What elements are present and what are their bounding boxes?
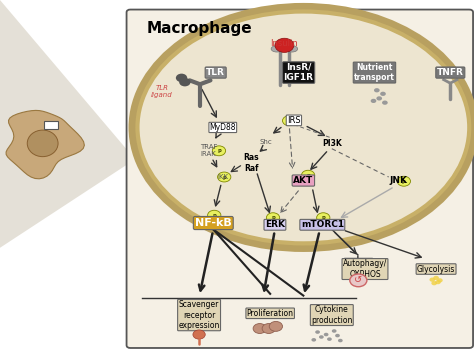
Circle shape — [429, 278, 435, 282]
Text: InsR/
IGF1R: InsR/ IGF1R — [283, 63, 314, 82]
Circle shape — [176, 74, 187, 82]
Circle shape — [311, 338, 316, 342]
Circle shape — [433, 276, 439, 280]
Circle shape — [301, 170, 315, 180]
Ellipse shape — [137, 11, 469, 244]
Circle shape — [212, 146, 226, 156]
Circle shape — [380, 92, 386, 96]
Circle shape — [335, 334, 340, 337]
Circle shape — [218, 172, 231, 182]
Text: Insulin: Insulin — [271, 39, 298, 48]
Circle shape — [338, 339, 343, 342]
Text: p: p — [271, 215, 275, 220]
Text: TLR
ligand: TLR ligand — [151, 85, 173, 98]
Circle shape — [437, 278, 443, 282]
Circle shape — [327, 337, 332, 341]
Circle shape — [253, 324, 266, 333]
Circle shape — [269, 321, 283, 331]
Text: AKT: AKT — [293, 176, 313, 185]
Text: TNFR: TNFR — [437, 68, 464, 77]
FancyBboxPatch shape — [127, 10, 473, 348]
Circle shape — [382, 101, 388, 105]
Text: mTORC1: mTORC1 — [301, 220, 344, 229]
Text: Nutrient
transport: Nutrient transport — [354, 63, 395, 82]
Text: p: p — [306, 173, 310, 178]
Text: PI3K: PI3K — [322, 139, 342, 148]
Text: p: p — [287, 118, 291, 123]
FancyBboxPatch shape — [44, 121, 58, 129]
Ellipse shape — [271, 46, 283, 52]
Circle shape — [283, 116, 296, 126]
Polygon shape — [0, 0, 135, 248]
Text: TLR: TLR — [206, 68, 225, 77]
Text: ERK: ERK — [265, 220, 285, 229]
Circle shape — [371, 99, 376, 103]
Text: p: p — [402, 179, 406, 184]
Circle shape — [431, 281, 437, 285]
Ellipse shape — [286, 46, 298, 52]
Polygon shape — [6, 110, 84, 179]
Circle shape — [193, 330, 205, 339]
Circle shape — [324, 333, 328, 336]
Text: Macrophage: Macrophage — [147, 21, 253, 36]
Circle shape — [376, 96, 382, 101]
Ellipse shape — [27, 130, 58, 156]
Text: p: p — [217, 148, 221, 153]
Circle shape — [332, 329, 337, 333]
Text: MyD88: MyD88 — [210, 123, 236, 132]
Text: IRS: IRS — [287, 116, 301, 125]
Circle shape — [179, 78, 191, 86]
Text: TRAF
IRAK: TRAF IRAK — [200, 144, 217, 157]
Text: Glycolysis: Glycolysis — [417, 264, 455, 274]
Circle shape — [350, 274, 367, 287]
Circle shape — [315, 330, 320, 334]
Circle shape — [208, 210, 221, 220]
Text: p: p — [222, 175, 226, 179]
Text: JNK: JNK — [389, 176, 407, 185]
Text: NF-kB: NF-kB — [195, 218, 232, 228]
Text: ↺: ↺ — [354, 275, 363, 285]
Text: Proliferation: Proliferation — [246, 309, 294, 318]
Text: IKK: IKK — [217, 174, 228, 180]
Circle shape — [275, 38, 294, 52]
Text: Scavenger
receptor
expression: Scavenger receptor expression — [178, 300, 220, 330]
Text: Shc: Shc — [259, 139, 272, 144]
Circle shape — [319, 335, 324, 339]
Circle shape — [266, 213, 280, 223]
Text: Ras
Raf: Ras Raf — [244, 153, 259, 172]
Text: Cytokine
production: Cytokine production — [311, 306, 353, 325]
Ellipse shape — [133, 7, 474, 248]
Circle shape — [374, 88, 380, 92]
Text: p: p — [212, 213, 216, 218]
Text: Autophagy/
OXPHOS: Autophagy/ OXPHOS — [343, 259, 387, 279]
Circle shape — [262, 324, 275, 333]
Text: p: p — [321, 215, 325, 220]
Circle shape — [435, 280, 441, 284]
Circle shape — [397, 176, 410, 186]
Circle shape — [317, 213, 330, 223]
